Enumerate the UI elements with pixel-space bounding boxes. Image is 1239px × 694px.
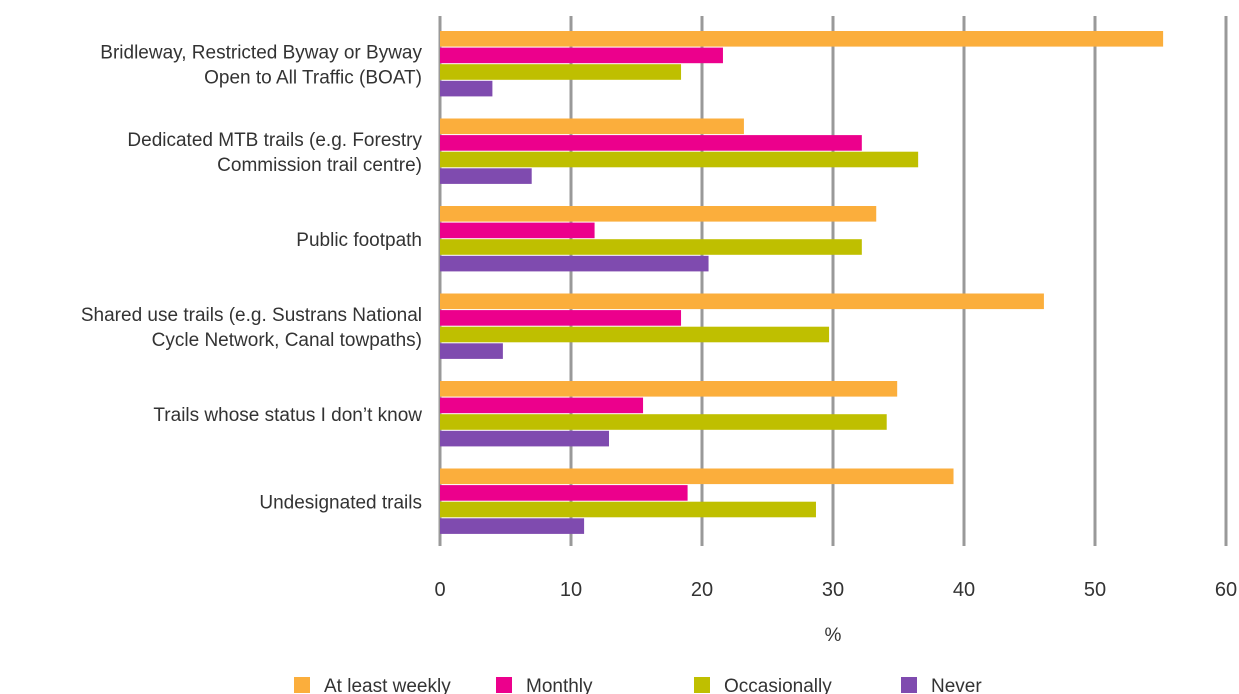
legend-swatch bbox=[294, 677, 310, 693]
x-tick-label: 40 bbox=[953, 579, 975, 601]
category-label: Commission trail centre) bbox=[217, 155, 422, 176]
bar-occasionally-cat-3 bbox=[440, 239, 862, 255]
bar-occasionally-cat-6 bbox=[440, 501, 816, 518]
legend-item-never: Never bbox=[901, 676, 982, 694]
bar-at-least-weekly-cat-5 bbox=[440, 381, 898, 397]
legend-label: Monthly bbox=[526, 676, 593, 694]
bar-never-cat-5 bbox=[440, 430, 609, 447]
x-axis-title: % bbox=[825, 625, 842, 646]
x-tick-label: 50 bbox=[1084, 579, 1106, 601]
category-label: Bridleway, Restricted Byway or Byway bbox=[100, 43, 422, 64]
gridlines bbox=[438, 16, 1228, 546]
bar-monthly-cat-2 bbox=[440, 135, 862, 151]
bar-monthly-cat-3 bbox=[440, 222, 595, 239]
bar-at-least-weekly-cat-6 bbox=[440, 468, 954, 485]
bar-at-least-weekly-cat-1 bbox=[440, 31, 1164, 47]
category-label: Undesignated trails bbox=[259, 493, 422, 514]
category-label: Open to All Traffic (BOAT) bbox=[204, 68, 422, 89]
category-label: Cycle Network, Canal towpaths) bbox=[152, 330, 422, 351]
bar-never-cat-4 bbox=[440, 343, 503, 359]
legend-label: At least weekly bbox=[324, 676, 451, 694]
bar-never-cat-2 bbox=[440, 168, 532, 184]
bar-monthly-cat-5 bbox=[440, 397, 644, 414]
legend-swatch bbox=[496, 677, 512, 693]
bar-occasionally-cat-2 bbox=[440, 151, 919, 168]
legend-swatch bbox=[694, 677, 710, 693]
legend-item-at-least-weekly: At least weekly bbox=[294, 676, 451, 694]
x-tick-label: 60 bbox=[1215, 579, 1237, 601]
legend-swatch bbox=[901, 677, 917, 693]
category-label: Dedicated MTB trails (e.g. Forestry bbox=[127, 130, 422, 151]
x-tick-label: 20 bbox=[691, 579, 713, 601]
bar-never-cat-1 bbox=[440, 80, 493, 97]
bar-at-least-weekly-cat-2 bbox=[440, 118, 744, 135]
category-labels: Bridleway, Restricted Byway or Byway Open… bbox=[81, 43, 423, 514]
bar-occasionally-cat-1 bbox=[440, 64, 682, 80]
legend-label: Never bbox=[931, 676, 982, 694]
bar-monthly-cat-1 bbox=[440, 47, 723, 64]
legend-item-occasionally: Occasionally bbox=[694, 676, 832, 694]
x-tick-label: 10 bbox=[560, 579, 582, 601]
x-tick-label: 0 bbox=[434, 579, 445, 601]
x-tick-label: 30 bbox=[822, 579, 844, 601]
bar-at-least-weekly-cat-3 bbox=[440, 206, 877, 222]
bars bbox=[440, 31, 1164, 534]
bar-occasionally-cat-4 bbox=[440, 326, 830, 343]
legend: At least weekly Monthly Occasionally Never bbox=[294, 676, 982, 694]
bar-occasionally-cat-5 bbox=[440, 414, 887, 430]
bar-at-least-weekly-cat-4 bbox=[440, 293, 1044, 310]
category-label: Shared use trails (e.g. Sustrans Nationa… bbox=[81, 305, 422, 326]
category-label: Trails whose status I don’t know bbox=[153, 405, 422, 426]
bar-never-cat-3 bbox=[440, 255, 709, 272]
category-label: Public footpath bbox=[296, 230, 422, 251]
legend-label: Occasionally bbox=[724, 676, 832, 694]
x-tick-labels: 0 10 20 30 40 50 60 bbox=[434, 579, 1237, 601]
bar-never-cat-6 bbox=[440, 518, 585, 534]
bar-monthly-cat-6 bbox=[440, 485, 688, 501]
bar-monthly-cat-4 bbox=[440, 310, 682, 326]
legend-item-monthly: Monthly bbox=[496, 676, 593, 694]
